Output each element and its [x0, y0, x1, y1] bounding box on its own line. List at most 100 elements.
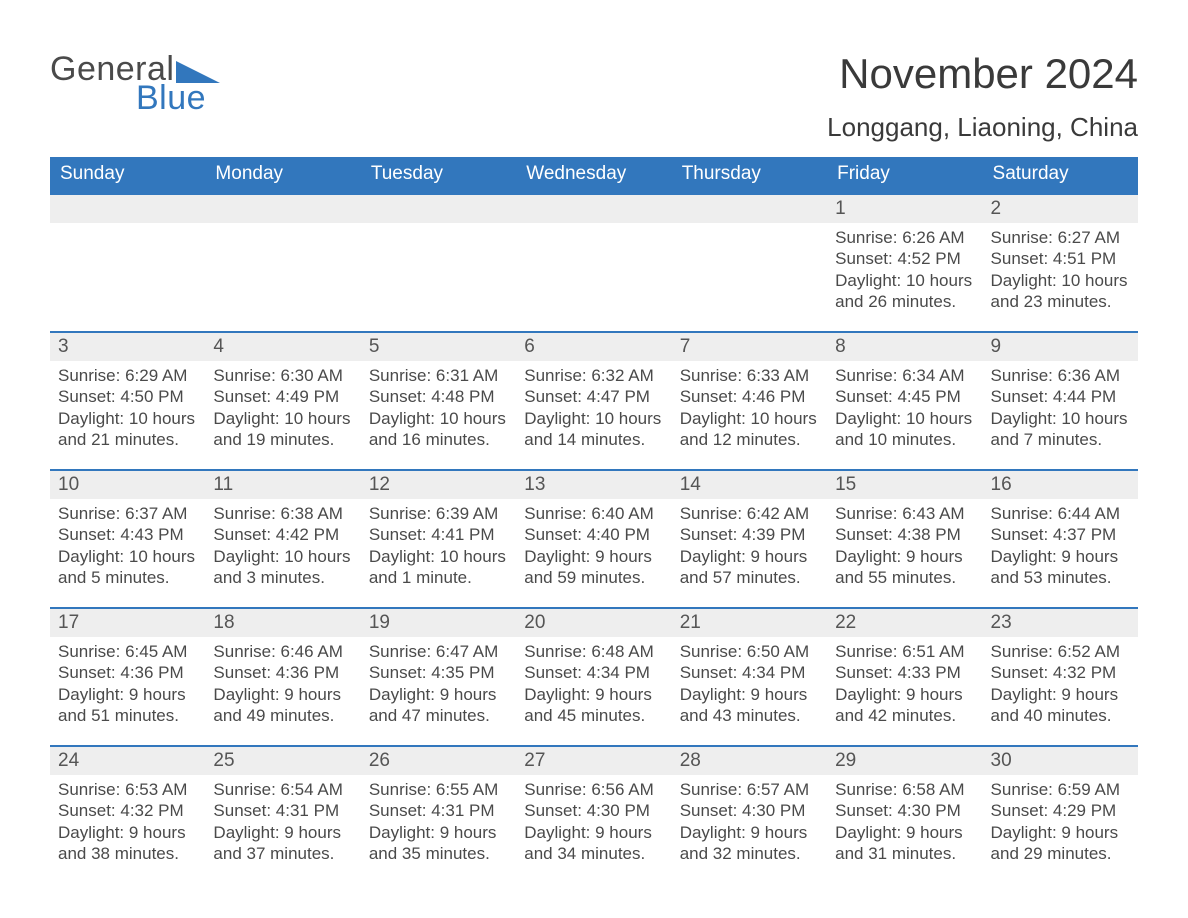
sunset: Sunset: 4:29 PM: [991, 800, 1130, 821]
day-number: 29: [827, 747, 982, 775]
day-number: 27: [516, 747, 671, 775]
week-row: 24Sunrise: 6:53 AMSunset: 4:32 PMDayligh…: [50, 745, 1138, 865]
sunset: Sunset: 4:43 PM: [58, 524, 197, 545]
daylight-line1: Daylight: 9 hours: [524, 822, 663, 843]
sunset: Sunset: 4:45 PM: [835, 386, 974, 407]
day-number: 3: [50, 333, 205, 361]
sunrise: Sunrise: 6:57 AM: [680, 779, 819, 800]
day-body: Sunrise: 6:54 AMSunset: 4:31 PMDaylight:…: [205, 775, 360, 864]
sunrise: Sunrise: 6:29 AM: [58, 365, 197, 386]
daylight-line2: and 16 minutes.: [369, 429, 508, 450]
day-cell: 9Sunrise: 6:36 AMSunset: 4:44 PMDaylight…: [983, 333, 1138, 451]
daylight-line2: and 35 minutes.: [369, 843, 508, 864]
daylight-line1: Daylight: 9 hours: [991, 822, 1130, 843]
daylight-line1: Daylight: 10 hours: [835, 270, 974, 291]
daylight-line2: and 57 minutes.: [680, 567, 819, 588]
day-cell: 5Sunrise: 6:31 AMSunset: 4:48 PMDaylight…: [361, 333, 516, 451]
sunset: Sunset: 4:38 PM: [835, 524, 974, 545]
month-title: November 2024: [827, 50, 1138, 98]
daylight-line2: and 10 minutes.: [835, 429, 974, 450]
day-number: 1: [827, 195, 982, 223]
sunrise: Sunrise: 6:38 AM: [213, 503, 352, 524]
daylight-line2: and 42 minutes.: [835, 705, 974, 726]
day-cell: 29Sunrise: 6:58 AMSunset: 4:30 PMDayligh…: [827, 747, 982, 865]
sunrise: Sunrise: 6:47 AM: [369, 641, 508, 662]
sunset: Sunset: 4:34 PM: [524, 662, 663, 683]
sunrise: Sunrise: 6:55 AM: [369, 779, 508, 800]
sunrise: Sunrise: 6:48 AM: [524, 641, 663, 662]
sunrise: Sunrise: 6:44 AM: [991, 503, 1130, 524]
sunrise: Sunrise: 6:52 AM: [991, 641, 1130, 662]
daylight-line1: Daylight: 9 hours: [680, 684, 819, 705]
day-number: 14: [672, 471, 827, 499]
day-number: 16: [983, 471, 1138, 499]
sunrise: Sunrise: 6:26 AM: [835, 227, 974, 248]
day-body: Sunrise: 6:53 AMSunset: 4:32 PMDaylight:…: [50, 775, 205, 864]
sunset: Sunset: 4:48 PM: [369, 386, 508, 407]
day-number: 10: [50, 471, 205, 499]
daylight-line2: and 47 minutes.: [369, 705, 508, 726]
day-body: Sunrise: 6:42 AMSunset: 4:39 PMDaylight:…: [672, 499, 827, 588]
sunset: Sunset: 4:52 PM: [835, 248, 974, 269]
day-cell: 6Sunrise: 6:32 AMSunset: 4:47 PMDaylight…: [516, 333, 671, 451]
week-row: 1Sunrise: 6:26 AMSunset: 4:52 PMDaylight…: [50, 193, 1138, 313]
day-body: Sunrise: 6:57 AMSunset: 4:30 PMDaylight:…: [672, 775, 827, 864]
day-cell: 15Sunrise: 6:43 AMSunset: 4:38 PMDayligh…: [827, 471, 982, 589]
day-body: Sunrise: 6:32 AMSunset: 4:47 PMDaylight:…: [516, 361, 671, 450]
sunrise: Sunrise: 6:53 AM: [58, 779, 197, 800]
week-row: 10Sunrise: 6:37 AMSunset: 4:43 PMDayligh…: [50, 469, 1138, 589]
sunrise: Sunrise: 6:46 AM: [213, 641, 352, 662]
day-cell: 28Sunrise: 6:57 AMSunset: 4:30 PMDayligh…: [672, 747, 827, 865]
day-cell: 8Sunrise: 6:34 AMSunset: 4:45 PMDaylight…: [827, 333, 982, 451]
daylight-line2: and 32 minutes.: [680, 843, 819, 864]
daylight-line1: Daylight: 9 hours: [213, 822, 352, 843]
day-body: Sunrise: 6:44 AMSunset: 4:37 PMDaylight:…: [983, 499, 1138, 588]
daylight-line1: Daylight: 9 hours: [213, 684, 352, 705]
sunset: Sunset: 4:47 PM: [524, 386, 663, 407]
day-number: 28: [672, 747, 827, 775]
daylight-line2: and 23 minutes.: [991, 291, 1130, 312]
sunset: Sunset: 4:51 PM: [991, 248, 1130, 269]
daylight-line2: and 51 minutes.: [58, 705, 197, 726]
day-number: 6: [516, 333, 671, 361]
day-number: 13: [516, 471, 671, 499]
sunrise: Sunrise: 6:50 AM: [680, 641, 819, 662]
day-body: Sunrise: 6:40 AMSunset: 4:40 PMDaylight:…: [516, 499, 671, 588]
sunset: Sunset: 4:39 PM: [680, 524, 819, 545]
daylight-line1: Daylight: 9 hours: [680, 546, 819, 567]
day-cell: [516, 195, 671, 313]
day-body: Sunrise: 6:30 AMSunset: 4:49 PMDaylight:…: [205, 361, 360, 450]
sunset: Sunset: 4:31 PM: [213, 800, 352, 821]
day-cell: 2Sunrise: 6:27 AMSunset: 4:51 PMDaylight…: [983, 195, 1138, 313]
sunrise: Sunrise: 6:39 AM: [369, 503, 508, 524]
day-body: Sunrise: 6:29 AMSunset: 4:50 PMDaylight:…: [50, 361, 205, 450]
day-cell: 1Sunrise: 6:26 AMSunset: 4:52 PMDaylight…: [827, 195, 982, 313]
sunset: Sunset: 4:31 PM: [369, 800, 508, 821]
daylight-line2: and 14 minutes.: [524, 429, 663, 450]
day-number: 23: [983, 609, 1138, 637]
day-body: Sunrise: 6:26 AMSunset: 4:52 PMDaylight:…: [827, 223, 982, 312]
sunrise: Sunrise: 6:30 AM: [213, 365, 352, 386]
day-body: Sunrise: 6:56 AMSunset: 4:30 PMDaylight:…: [516, 775, 671, 864]
daylight-line1: Daylight: 9 hours: [991, 546, 1130, 567]
daylight-line2: and 38 minutes.: [58, 843, 197, 864]
day-cell: 10Sunrise: 6:37 AMSunset: 4:43 PMDayligh…: [50, 471, 205, 589]
day-number: 17: [50, 609, 205, 637]
sunset: Sunset: 4:30 PM: [524, 800, 663, 821]
daylight-line2: and 43 minutes.: [680, 705, 819, 726]
daylight-line1: Daylight: 9 hours: [369, 684, 508, 705]
weeks-container: 1Sunrise: 6:26 AMSunset: 4:52 PMDaylight…: [50, 193, 1138, 865]
daylight-line2: and 29 minutes.: [991, 843, 1130, 864]
daylight-line1: Daylight: 9 hours: [369, 822, 508, 843]
daylight-line2: and 40 minutes.: [991, 705, 1130, 726]
sunrise: Sunrise: 6:58 AM: [835, 779, 974, 800]
daylight-line1: Daylight: 10 hours: [835, 408, 974, 429]
day-cell: [672, 195, 827, 313]
sunset: Sunset: 4:30 PM: [680, 800, 819, 821]
dow-sunday: Sunday: [50, 157, 205, 193]
day-number: 12: [361, 471, 516, 499]
daylight-line1: Daylight: 10 hours: [58, 408, 197, 429]
dow-thursday: Thursday: [672, 157, 827, 193]
sunrise: Sunrise: 6:45 AM: [58, 641, 197, 662]
day-cell: 3Sunrise: 6:29 AMSunset: 4:50 PMDaylight…: [50, 333, 205, 451]
